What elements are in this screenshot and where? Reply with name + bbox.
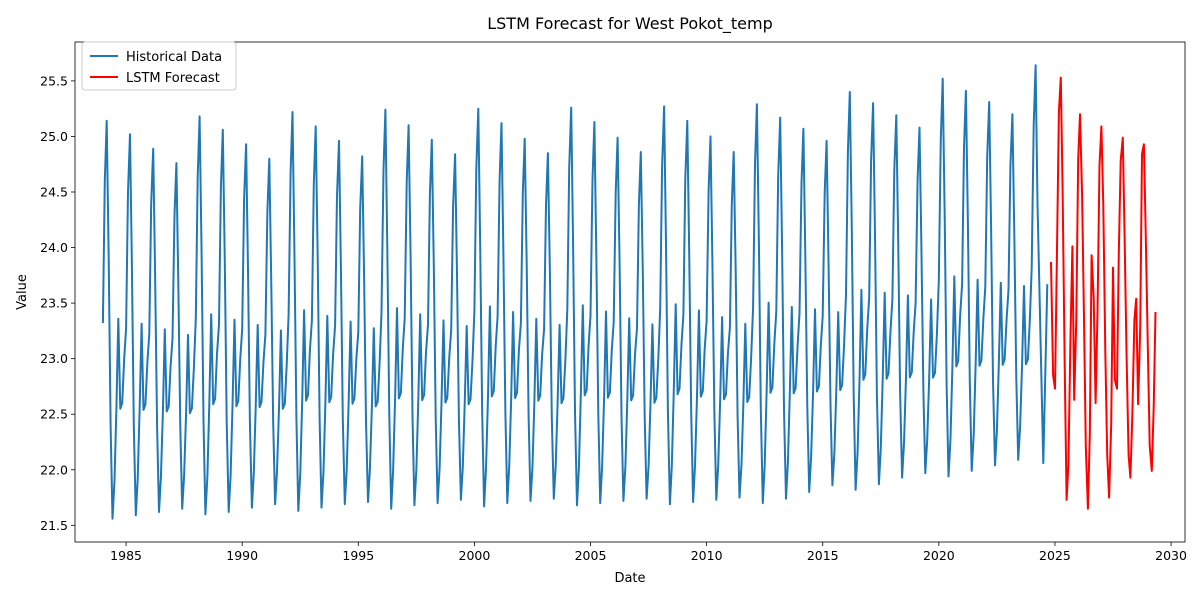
y-tick-label: 25.5 [40, 73, 68, 88]
x-tick-label: 2020 [923, 548, 955, 563]
x-tick-label: 2005 [575, 548, 607, 563]
x-tick-label: 1995 [342, 548, 374, 563]
series-layer [101, 64, 1157, 520]
y-tick-label: 24.0 [40, 240, 68, 255]
y-tick-label: 21.5 [40, 518, 68, 533]
x-tick-label: 2000 [459, 548, 491, 563]
y-axis: 21.5 22.0 22.5 23.0 23.5 24.0 24.5 25.0 25.5 [40, 73, 75, 533]
y-tick-label: 25.0 [40, 129, 68, 144]
plot-area: 1985 1990 1995 2000 2005 2010 2015 2020 2025 2030… [40, 41, 1187, 563]
y-axis-label: Value [15, 274, 30, 310]
legend-label-forecast: LSTM Forecast [126, 71, 220, 86]
x-axis-label: Date [614, 571, 645, 586]
x-tick-label: 1985 [110, 548, 142, 563]
legend: Historical Data LSTM Forecast [81, 41, 237, 91]
y-tick-label: 22.5 [40, 407, 68, 422]
series-line-lstm-forecast [1050, 76, 1157, 510]
x-tick-label: 2025 [1039, 548, 1071, 563]
x-tick-label: 2030 [1155, 548, 1187, 563]
y-tick-label: 23.5 [40, 296, 68, 311]
y-tick-label: 22.0 [40, 462, 68, 477]
plot-frame [74, 41, 1186, 543]
y-tick-label: 24.5 [40, 185, 68, 200]
x-tick-label: 1990 [226, 548, 258, 563]
y-tick-label: 23.0 [40, 351, 68, 366]
x-axis: 1985 1990 1995 2000 2005 2010 2015 2020 2025 2030 [110, 542, 1187, 563]
chart-title: LSTM Forecast for West Pokot_temp [487, 14, 773, 34]
x-tick-label: 2015 [807, 548, 839, 563]
legend-label-historical: Historical Data [126, 50, 222, 65]
legend-box [81, 41, 237, 91]
x-tick-label: 2010 [691, 548, 723, 563]
series-line-historical-data [101, 64, 1049, 520]
